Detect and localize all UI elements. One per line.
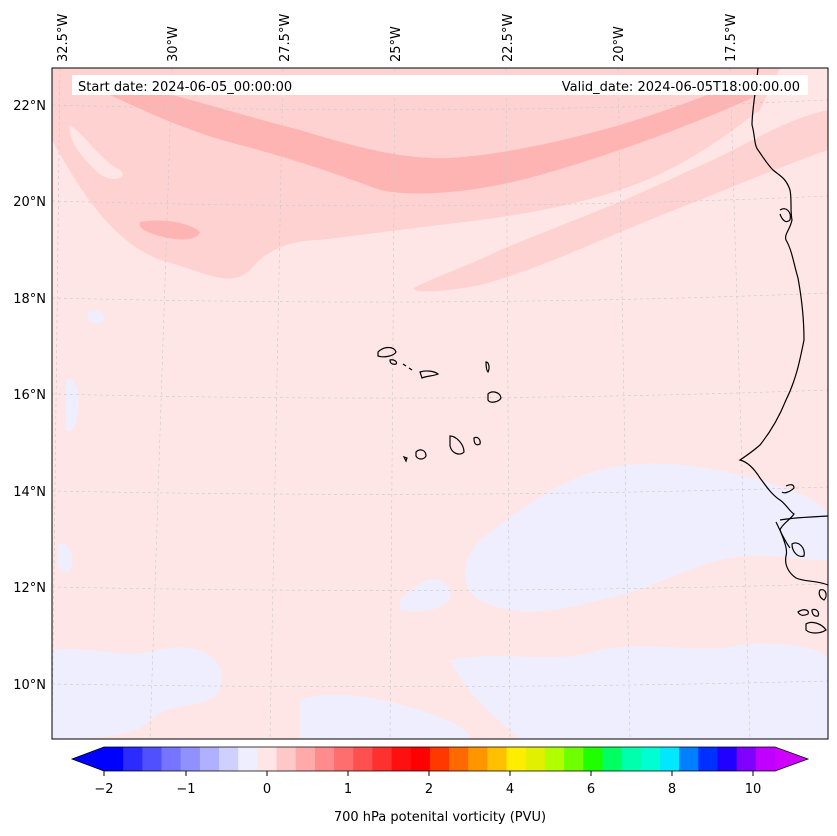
lat-label-14n: 14°N xyxy=(13,485,46,500)
lon-label-32-5w: 32.5°W xyxy=(56,14,71,62)
colorbar-tick-label: 4 xyxy=(506,782,514,797)
colorbar-tick-label: 8 xyxy=(668,782,676,797)
pv-negative-region-west-blob xyxy=(58,543,73,573)
colorbar-tick-label: 0 xyxy=(263,782,271,797)
pv-negative-region-mid xyxy=(400,579,451,612)
colorbar-cell xyxy=(372,747,393,771)
start-date-label: Start date: 2024-06-05_00:00:00 xyxy=(78,80,292,95)
colorbar-cell xyxy=(564,747,584,771)
pv-negative-region-southeast xyxy=(450,643,828,739)
colorbar-cell xyxy=(104,747,124,771)
latitude-labels: 22°N 20°N 18°N 16°N 14°N 12°N 10°N xyxy=(13,99,46,693)
valid-date-label: Valid_date: 2024-06-05T18:00:00.00 xyxy=(562,80,800,95)
colorbar-cell xyxy=(506,747,527,771)
lon-label-27-5w: 27.5°W xyxy=(278,14,293,62)
colorbar-cell xyxy=(161,747,182,771)
colorbar-cell xyxy=(736,747,757,771)
colorbar: −2 −1 0 1 2 4 6 8 10 700 hPa potenital vorticity… xyxy=(70,746,810,825)
lat-label-18n: 18°N xyxy=(13,292,46,307)
pv-negative-region-east xyxy=(465,463,828,612)
colorbar-cell xyxy=(698,747,718,771)
gambia-coast xyxy=(781,484,795,494)
guinea-bissau-coast xyxy=(775,515,828,549)
pv-light-patch-nw xyxy=(69,125,123,179)
pv-negative-region-west-strip xyxy=(66,379,79,432)
colorbar-cell xyxy=(257,747,278,771)
lat-label-22n: 22°N xyxy=(13,99,46,114)
colorbar-title: 700 hPa potenital vorticity (PVU) xyxy=(334,810,546,825)
lat-label-20n: 20°N xyxy=(13,195,46,210)
lon-label-30w: 30°W xyxy=(166,26,181,62)
graticule xyxy=(52,68,828,739)
colorbar-cells xyxy=(104,747,776,771)
lon-label-22-5w: 22.5°W xyxy=(501,14,516,62)
coastal-inlet-north xyxy=(779,208,791,223)
colorbar-tick-label: −1 xyxy=(176,782,195,797)
colorbar-cell xyxy=(468,747,488,771)
pv-negative-region-south xyxy=(300,694,470,739)
colorbar-cell xyxy=(123,747,143,771)
colorbar-cell xyxy=(659,747,680,771)
header-box xyxy=(72,75,808,95)
colorbar-cell xyxy=(276,747,297,771)
colorbar-tick-label: 1 xyxy=(344,782,352,797)
colorbar-cell xyxy=(602,747,623,771)
colorbar-tick-label: −2 xyxy=(94,782,113,797)
map-frame xyxy=(51,67,829,740)
bijagos-islands xyxy=(791,542,827,634)
colorbar-cell xyxy=(391,747,412,771)
colorbar-cell xyxy=(410,747,431,771)
colorbar-cell xyxy=(449,747,469,771)
colorbar-over-arrow xyxy=(775,747,808,771)
longitude-labels: 32.5°W 30°W 27.5°W 25°W 22.5°W 20°W 17.5… xyxy=(56,14,739,62)
colorbar-cell xyxy=(295,747,316,771)
colorbar-cell xyxy=(487,747,508,771)
colorbar-cell xyxy=(219,747,239,771)
colorbar-tick-label: 6 xyxy=(587,782,595,797)
pv-negative-region-nw-dot xyxy=(88,310,105,324)
colorbar-cell xyxy=(314,747,335,771)
colorbar-cell xyxy=(583,747,603,771)
pv-negative-region-southwest xyxy=(52,647,222,739)
colorbar-cell xyxy=(180,747,201,771)
cape-verde-islands xyxy=(377,346,502,463)
colorbar-under-arrow xyxy=(72,747,104,771)
colorbar-cell xyxy=(525,747,546,771)
colorbar-cell xyxy=(621,747,642,771)
colorbar-tick-label: 10 xyxy=(745,782,762,797)
lon-label-25w: 25°W xyxy=(389,26,404,62)
map-area xyxy=(52,68,828,739)
colorbar-cell xyxy=(334,747,354,771)
lat-label-10n: 10°N xyxy=(13,678,46,693)
pv-positive-streak-west xyxy=(139,220,200,240)
colorbar-cell xyxy=(142,747,163,771)
colorbar-cell xyxy=(353,747,373,771)
colorbar-cell xyxy=(755,747,776,771)
colorbar-cell xyxy=(679,747,699,771)
colorbar-cell xyxy=(544,747,565,771)
lat-label-16n: 16°N xyxy=(13,388,46,403)
pv-positive-band-core xyxy=(80,75,790,194)
colorbar-cell xyxy=(429,747,450,771)
colorbar-tick-label: 2 xyxy=(425,782,433,797)
colorbar-cell xyxy=(238,747,258,771)
lat-label-12n: 12°N xyxy=(13,581,46,596)
colorbar-cell xyxy=(640,747,661,771)
lon-label-20w: 20°W xyxy=(612,26,627,62)
lon-label-17-5w: 17.5°W xyxy=(724,14,739,62)
colorbar-cell xyxy=(199,747,220,771)
colorbar-cell xyxy=(717,747,738,771)
colorbar-ticks: −2 −1 0 1 2 4 6 8 10 xyxy=(94,771,761,797)
